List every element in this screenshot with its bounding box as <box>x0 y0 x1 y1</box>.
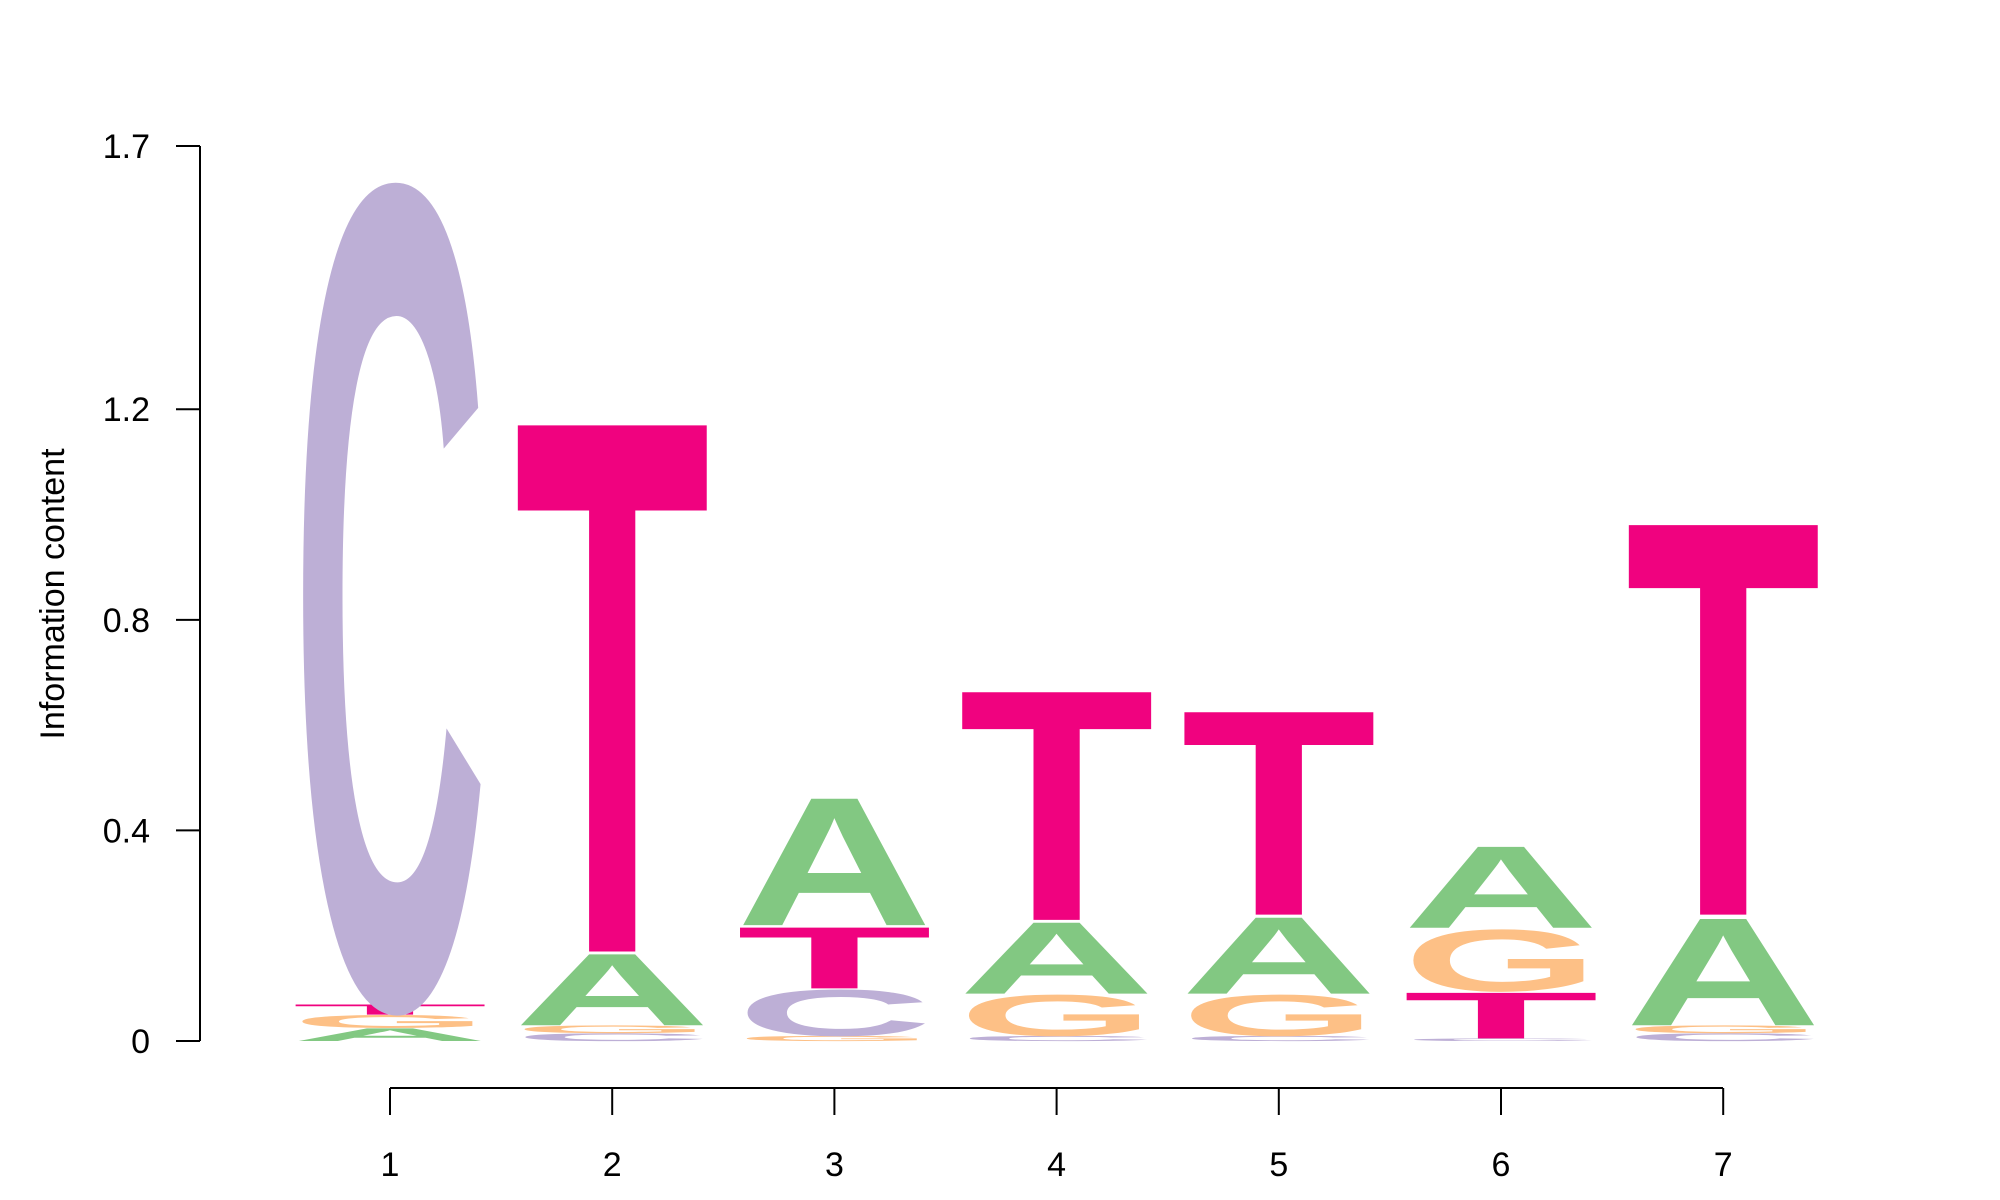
logo-letter-T-pos-3: T <box>736 908 932 1007</box>
logo-letter-C-pos-2: C <box>514 1031 710 1043</box>
logo-letter-G-pos-7: G <box>1625 1023 1821 1035</box>
logo-letter-G-pos-4: G <box>959 982 1155 1048</box>
y-tick-label: 1.2 <box>103 391 150 429</box>
logo-letter-A-pos-7: A <box>1625 885 1821 1058</box>
logo-letter-C-pos-1: C <box>292 0 488 1200</box>
x-tick-label: 3 <box>825 1146 844 1184</box>
x-tick-label: 1 <box>381 1146 400 1184</box>
y-axis: 0 0.4 0.8 1.2 1.7 <box>103 128 201 1061</box>
logo-letter-A-pos-4: A <box>959 901 1155 1016</box>
logo-letter-T-pos-5: T <box>1181 649 1377 978</box>
x-tick-label: 2 <box>603 1146 622 1184</box>
y-axis-title: Information content <box>34 448 72 740</box>
logo-letter-G-pos-2: G <box>514 1023 710 1035</box>
logo-letter-T-pos-4: T <box>959 621 1155 991</box>
logo-letter-A-pos-3: A <box>736 759 932 964</box>
y-tick-label: 0.4 <box>103 812 150 850</box>
logo-letter-T-pos-7: T <box>1625 402 1821 1036</box>
x-tick-label: 5 <box>1269 1146 1288 1184</box>
x-tick-label: 6 <box>1492 1146 1511 1184</box>
x-tick-label: 7 <box>1714 1146 1733 1184</box>
logo-letter-G-pos-3: G <box>736 1034 932 1042</box>
logo-letter-A-pos-6: A <box>1403 822 1599 953</box>
y-tick-label: 0.8 <box>103 602 150 640</box>
logo-letter-A-pos-1: A <box>292 1024 488 1045</box>
logo-letter-T-pos-6: T <box>1403 979 1599 1053</box>
x-axis: 1 2 3 4 5 6 7 <box>381 1087 1733 1184</box>
logo-letter-A-pos-2: A <box>514 932 710 1047</box>
logo-letter-G-pos-5: G <box>1181 982 1377 1048</box>
logo-letter-C-pos-4: C <box>959 1034 1155 1042</box>
logo-letter-C-pos-6: C <box>1403 1038 1599 1042</box>
logo-letter-C-pos-7: C <box>1625 1031 1821 1043</box>
logo-letter-C-pos-5: C <box>1181 1034 1377 1042</box>
logo-letter-G-pos-6: G <box>1403 911 1599 1010</box>
logo-letter-G-pos-1: G <box>292 1011 488 1032</box>
logo-letter-A-pos-5: A <box>1181 894 1377 1018</box>
logo-letter-C-pos-3: C <box>736 976 932 1050</box>
x-tick-label: 4 <box>1047 1146 1066 1184</box>
logo-letter-T-pos-1: T <box>292 1001 488 1017</box>
logo-letter-T-pos-2: T <box>514 260 710 1114</box>
y-tick-label: 1.7 <box>103 128 150 166</box>
y-tick-label: 0 <box>131 1023 150 1061</box>
